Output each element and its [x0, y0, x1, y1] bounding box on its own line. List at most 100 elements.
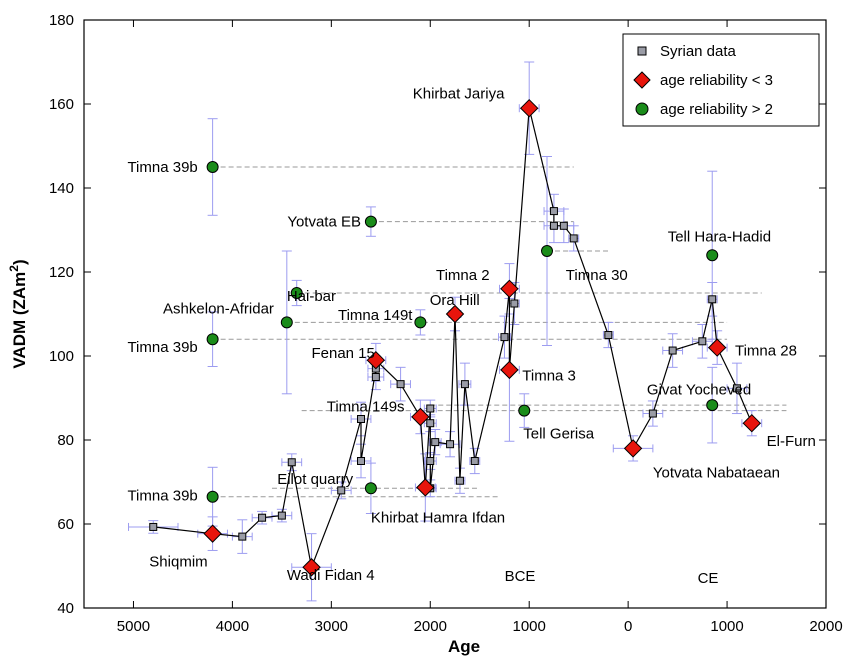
y-tick-label: 160: [49, 96, 74, 113]
square-marker: [431, 438, 440, 447]
y-tick-label: 120: [49, 264, 74, 281]
square-marker: [238, 532, 247, 541]
diamond-marker: [416, 478, 435, 497]
circle-marker: [706, 249, 719, 262]
x-tick-label: 4000: [216, 618, 249, 635]
point-label: Timna 30: [566, 267, 628, 284]
square-marker: [426, 457, 435, 465]
circle-marker: [518, 404, 531, 417]
point-label: Timna 149s: [327, 398, 405, 415]
square-marker: [337, 486, 346, 495]
square-marker: [258, 513, 267, 522]
square-marker: [426, 404, 435, 413]
point-label: Timna 2: [436, 267, 490, 284]
point-label: Timna 39b: [127, 487, 197, 504]
axis-ticks: 5000 4000 3000 2000 1000 0 1000 2000 40 60 80 100 12…: [49, 12, 843, 635]
point-label: Timna 3: [522, 367, 576, 384]
square-marker: [446, 440, 455, 449]
point-label: Ashkelon-Afridar: [163, 301, 274, 318]
square-marker: [500, 333, 509, 342]
point-label: Wadi Fidan 4: [287, 567, 375, 584]
x-tick-label: 2000: [809, 618, 842, 635]
point-label: Tell Hara-Hadid: [668, 228, 771, 245]
point-label: Shiqmim: [149, 553, 207, 570]
circle-marker: [206, 333, 219, 346]
point-label: El-Furn: [767, 433, 816, 450]
diamond-marker: [411, 407, 430, 427]
point-label: Hai-bar: [287, 288, 336, 305]
square-marker: [648, 409, 657, 418]
square-marker: [426, 419, 435, 428]
diamond-marker: [445, 304, 465, 324]
square-marker: [559, 221, 568, 230]
x-tick-label: 3000: [315, 618, 348, 635]
legend-entry-label: age reliability > 2: [660, 101, 773, 118]
legend-diamond-marker: [633, 71, 651, 89]
circle-marker: [541, 245, 554, 257]
legend-box: [622, 33, 820, 127]
point-label: Timna 28: [735, 343, 797, 360]
legend: Syrian data age reliability < 3 age reliab…: [622, 33, 820, 127]
point-label: Khirbat Jariya: [413, 86, 505, 103]
square-marker: [510, 299, 519, 308]
point-label: Khirbat Hamra Ifdan: [371, 509, 505, 526]
point-label: Givat Yocheved: [647, 382, 751, 399]
x-tick-label: 1000: [513, 618, 546, 635]
x-tick-label: 5000: [117, 618, 150, 635]
point-label: Fenan 15: [311, 345, 374, 362]
diamond-marker: [623, 439, 643, 458]
circle-marker: [290, 287, 303, 299]
diamond-marker: [366, 350, 386, 370]
circle-marker: [364, 215, 377, 228]
y-tick-label: 80: [57, 432, 74, 449]
legend-square-marker: [637, 46, 647, 56]
square-marker: [149, 522, 158, 531]
square-marker: [371, 373, 380, 381]
series-connecting-line: [153, 108, 753, 570]
diamond-marker: [707, 338, 727, 357]
square-marker: [277, 511, 286, 520]
y-tick-label: 40: [57, 600, 74, 617]
legend-entry-label: Syrian data: [660, 43, 737, 60]
y-axis-title: VADM (ZAm2): [7, 259, 29, 368]
square-marker: [708, 295, 717, 304]
diamond-marker: [519, 98, 539, 118]
square-marker: [732, 384, 741, 393]
square-marker: [396, 380, 405, 389]
square-marker: [287, 458, 296, 467]
point-label: Ora Hill: [430, 292, 480, 309]
legend-entry-label: age reliability < 3: [660, 72, 773, 89]
point-label: Timna 39b: [127, 339, 197, 356]
point-label: Yotvata EB: [287, 214, 361, 231]
era-label-ce: CE: [698, 570, 719, 587]
square-marker: [470, 457, 479, 465]
circle-marker: [414, 316, 427, 329]
x-tick-label: 2000: [414, 618, 447, 635]
connecting-line: [153, 108, 753, 570]
y-tick-label: 180: [49, 12, 74, 29]
circle-marker: [206, 490, 219, 503]
circle-marker: [364, 482, 377, 495]
x-tick-label: 1000: [710, 618, 743, 635]
point-label: Timna 39b: [127, 159, 197, 176]
square-marker: [460, 380, 469, 389]
square-marker: [698, 337, 707, 346]
square-marker: [549, 221, 558, 230]
diamond-marker: [500, 279, 519, 299]
square-marker: [455, 476, 464, 485]
x-tick-label: 0: [624, 618, 632, 635]
y-tick-label: 140: [49, 180, 74, 197]
square-marker: [604, 331, 613, 339]
square-marker: [569, 234, 578, 243]
point-labels: Khirbat Jariya Timna 39b Yotvata EB Tell Ha…: [127, 86, 815, 584]
point-label: Tell Gerisa: [523, 425, 595, 442]
data-markers: [149, 98, 762, 577]
square-marker: [357, 415, 366, 423]
square-marker: [668, 346, 677, 355]
square-marker: [549, 207, 558, 216]
diamond-marker: [302, 558, 321, 577]
point-label: Timna 149t: [338, 307, 413, 324]
circle-marker: [206, 161, 219, 173]
reference-lines: [212, 166, 787, 498]
